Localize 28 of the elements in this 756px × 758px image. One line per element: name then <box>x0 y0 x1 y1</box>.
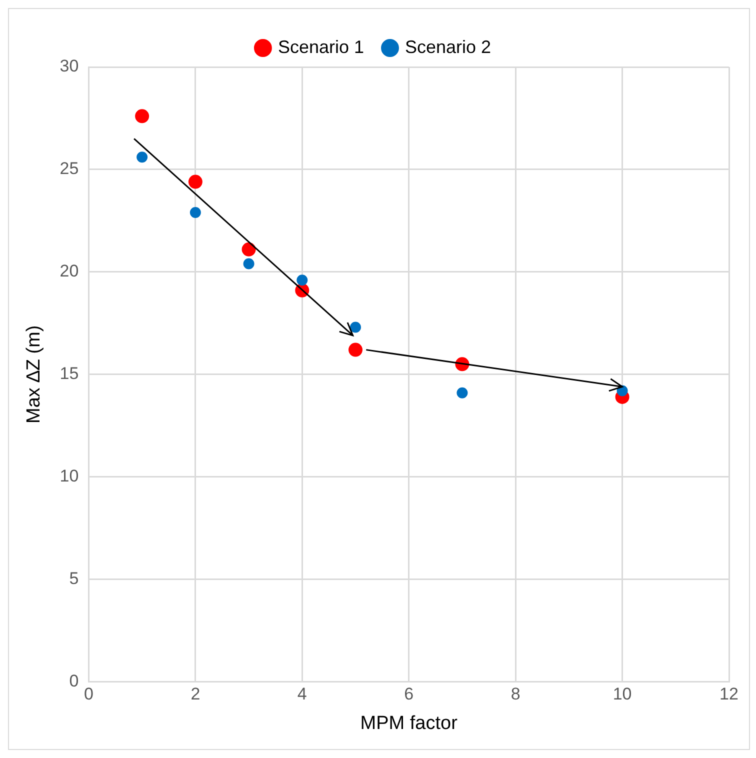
x-tick-label: 2 <box>190 684 200 704</box>
point <box>242 242 256 256</box>
legend-label: Scenario 2 <box>405 36 492 57</box>
y-tick-label: 30 <box>60 56 79 76</box>
legend-label: Scenario 1 <box>278 36 364 57</box>
x-tick-label: 10 <box>612 684 632 704</box>
point <box>136 152 148 163</box>
x-tick-label: 4 <box>297 684 307 704</box>
point <box>296 274 308 286</box>
point <box>188 174 202 189</box>
point <box>135 109 150 124</box>
point <box>243 258 254 270</box>
y-tick-label: 0 <box>69 671 79 690</box>
y-tick-label: 20 <box>60 262 79 281</box>
y-tick-label: 25 <box>60 159 79 178</box>
x-tick-label: 8 <box>510 684 520 704</box>
x-tick-label: 6 <box>404 684 414 704</box>
y-tick-label: 5 <box>69 569 79 588</box>
y-tick-label: 15 <box>60 364 79 384</box>
x-tick-label: 0 <box>84 684 94 704</box>
point <box>350 322 361 333</box>
x-axis-title: MPM factor <box>360 712 458 734</box>
point <box>190 207 201 218</box>
point <box>348 342 362 357</box>
x-tick-label: 12 <box>720 684 738 704</box>
y-tick-label: 10 <box>60 466 79 486</box>
y-axis-title: Max ∆Z (m) <box>24 325 45 424</box>
point <box>456 387 468 398</box>
